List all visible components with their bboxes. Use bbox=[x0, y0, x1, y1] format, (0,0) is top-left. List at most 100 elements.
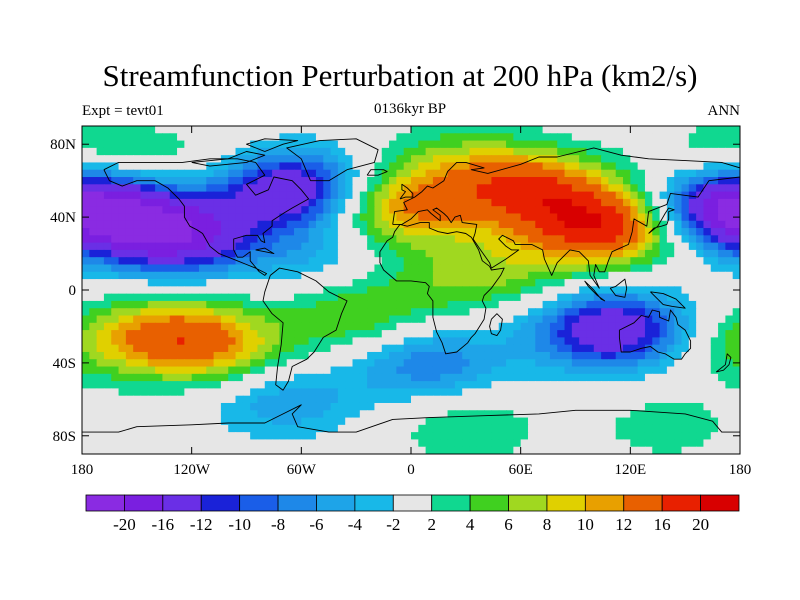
field-cell bbox=[659, 191, 668, 200]
field-cell bbox=[469, 147, 478, 156]
field-cell bbox=[367, 337, 376, 346]
field-cell bbox=[206, 169, 215, 178]
field-cell bbox=[250, 249, 259, 258]
field-cell bbox=[367, 133, 376, 142]
field-cell bbox=[710, 155, 719, 164]
field-cell bbox=[169, 446, 178, 454]
colorbar-label: -8 bbox=[271, 515, 285, 534]
field-cell bbox=[198, 432, 207, 441]
field-cell bbox=[440, 424, 449, 433]
field-cell bbox=[696, 140, 705, 149]
field-cell bbox=[637, 126, 646, 134]
field-cell bbox=[352, 140, 361, 149]
field-cell bbox=[111, 286, 120, 295]
field-cell bbox=[177, 373, 185, 382]
field-cell bbox=[469, 249, 478, 258]
field-cell bbox=[294, 432, 302, 441]
field-cell bbox=[198, 402, 207, 411]
field-cell bbox=[294, 410, 302, 419]
field-cell bbox=[301, 417, 310, 426]
field-cell bbox=[308, 140, 317, 149]
field-cell bbox=[359, 322, 368, 331]
field-cell bbox=[103, 395, 112, 404]
field-cell bbox=[242, 271, 251, 280]
field-cell bbox=[630, 300, 639, 309]
field-cell bbox=[118, 126, 127, 134]
field-cell bbox=[89, 439, 98, 448]
field-cell bbox=[352, 337, 361, 346]
field-cell bbox=[206, 366, 215, 375]
field-cell bbox=[286, 279, 295, 287]
field-cell bbox=[147, 359, 156, 368]
field-cell bbox=[96, 439, 105, 448]
field-cell bbox=[294, 381, 302, 389]
field-cell bbox=[542, 147, 551, 156]
field-cell bbox=[169, 242, 178, 251]
field-cell bbox=[418, 410, 427, 419]
field-cell bbox=[476, 242, 485, 251]
field-cell bbox=[659, 264, 668, 273]
field-cell bbox=[637, 373, 646, 382]
field-cell bbox=[498, 235, 507, 244]
field-cell bbox=[432, 359, 441, 368]
field-cell bbox=[725, 155, 734, 164]
field-cell bbox=[250, 235, 259, 244]
field-cell bbox=[177, 410, 185, 419]
field-cell bbox=[352, 381, 361, 389]
field-cell bbox=[513, 242, 522, 251]
field-cell bbox=[213, 213, 222, 222]
field-cell bbox=[359, 271, 368, 280]
field-cell bbox=[440, 293, 449, 302]
field-cell bbox=[82, 220, 90, 229]
field-cell bbox=[162, 402, 171, 411]
field-cell bbox=[337, 366, 346, 375]
field-cell bbox=[674, 373, 683, 382]
field-cell bbox=[184, 446, 193, 454]
field-cell bbox=[454, 198, 463, 207]
field-cell bbox=[177, 206, 185, 215]
field-cell bbox=[718, 395, 726, 404]
field-cell bbox=[601, 381, 609, 389]
field-cell bbox=[440, 249, 449, 258]
field-cell bbox=[674, 432, 683, 441]
field-cell bbox=[586, 351, 595, 360]
field-cell bbox=[213, 191, 222, 200]
field-cell bbox=[615, 257, 624, 266]
field-cell bbox=[147, 257, 156, 266]
field-cell bbox=[162, 300, 171, 309]
field-cell bbox=[374, 315, 383, 324]
field-cell bbox=[506, 446, 514, 454]
field-cell bbox=[696, 446, 705, 454]
field-cell bbox=[557, 424, 566, 433]
field-cell bbox=[498, 446, 507, 454]
field-cell bbox=[418, 147, 427, 156]
field-cell bbox=[601, 417, 609, 426]
field-cell bbox=[659, 359, 668, 368]
field-cell bbox=[681, 330, 690, 338]
field-cell bbox=[696, 177, 705, 185]
field-cell bbox=[359, 126, 368, 134]
field-cell bbox=[476, 155, 485, 164]
field-cell bbox=[586, 286, 595, 295]
field-cell bbox=[169, 373, 178, 382]
field-cell bbox=[177, 351, 185, 360]
field-cell bbox=[484, 126, 493, 134]
field-cell bbox=[198, 184, 207, 193]
field-cell bbox=[491, 133, 500, 142]
field-cell bbox=[527, 242, 536, 251]
field-cell bbox=[162, 279, 171, 287]
field-cell bbox=[498, 177, 507, 185]
field-cell bbox=[491, 439, 500, 448]
field-cell bbox=[352, 279, 361, 287]
field-cell bbox=[323, 344, 332, 353]
field-cell bbox=[103, 337, 112, 346]
field-cell bbox=[615, 147, 624, 156]
field-cell bbox=[462, 417, 471, 426]
field-cell bbox=[294, 439, 302, 448]
field-cell bbox=[542, 337, 551, 346]
field-cell bbox=[264, 322, 273, 331]
field-cell bbox=[228, 220, 237, 229]
field-cell bbox=[659, 184, 668, 193]
field-cell bbox=[155, 439, 164, 448]
field-cell bbox=[184, 162, 193, 171]
